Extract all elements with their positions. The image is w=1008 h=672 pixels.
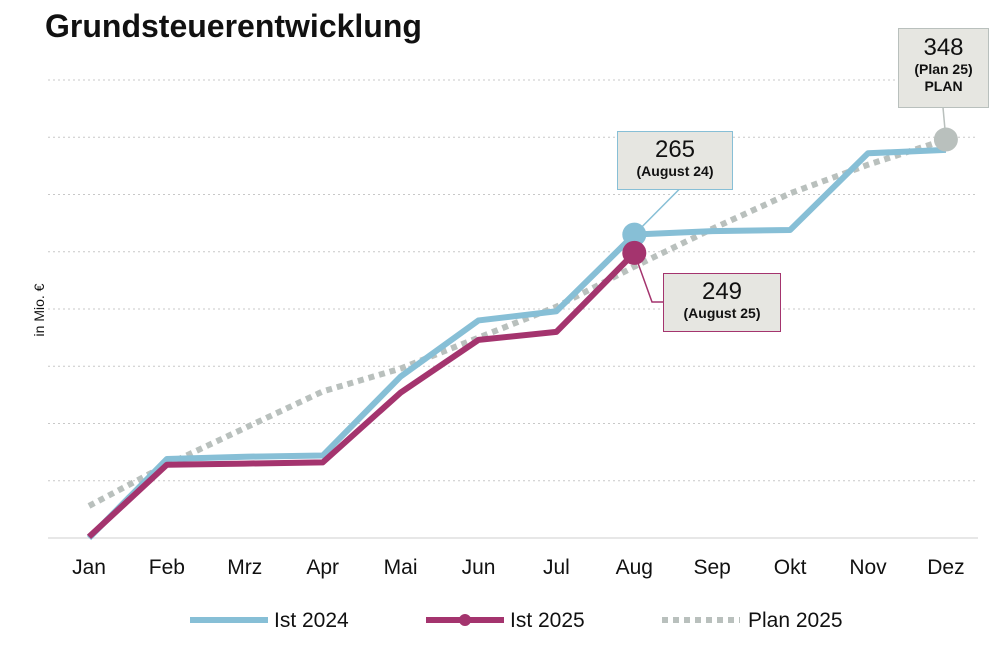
- x-tick-label: Mrz: [227, 556, 262, 579]
- x-tick-label: Jun: [462, 556, 496, 579]
- callout-value: 265: [654, 136, 696, 163]
- series-line-plan-2025: [87, 136, 947, 509]
- legend-label-plan-2025: Plan 2025: [748, 609, 843, 632]
- data-point-marker: [622, 240, 647, 265]
- x-tick-label: Sep: [694, 556, 731, 579]
- callout-label: (August 24): [636, 163, 714, 179]
- callout-label: (Plan 25): [914, 61, 973, 77]
- callout-label-2: PLAN: [924, 78, 963, 94]
- series-line-ist-2025: [86, 250, 637, 540]
- series-lines: [86, 136, 947, 541]
- x-tick-label: Nov: [849, 556, 887, 579]
- x-tick-label: Jul: [543, 556, 570, 579]
- data-point-marker: [933, 127, 958, 152]
- callout-value: 348: [923, 34, 964, 61]
- x-tick-label: Feb: [149, 556, 185, 579]
- data-point-marker: [622, 222, 647, 247]
- callout-connector: [633, 252, 663, 303]
- callout-ist-2024-aug: 265 (August 24): [617, 131, 733, 190]
- callout-value: 249: [701, 278, 743, 305]
- x-tick-label: Aug: [616, 556, 653, 579]
- callout-ist-2025-aug: 249 (August 25): [663, 273, 781, 332]
- y-axis-label: in Mio. €: [31, 283, 47, 336]
- series-line-ist-2024: [86, 146, 947, 541]
- gridlines: [48, 79, 978, 482]
- legend-item-plan-2025: Plan 2025: [662, 609, 843, 632]
- legend-item-ist-2025: Ist 2025: [426, 609, 585, 632]
- x-tick-label: Jan: [72, 556, 106, 579]
- legend: Ist 2024 Ist 2025 Plan 2025: [190, 609, 843, 632]
- x-tick-label: Mai: [384, 556, 418, 579]
- x-tick-label: Okt: [774, 556, 807, 579]
- callout-markers: [622, 127, 958, 265]
- callout-label: (August 25): [683, 305, 761, 321]
- callout-plan-2025-dez: 348 (Plan 25) PLAN: [898, 28, 989, 108]
- x-tick-label: Apr: [306, 556, 339, 579]
- legend-label-ist-2024: Ist 2024: [274, 609, 349, 632]
- x-tick-labels: Jan Feb Mrz Apr Mai Jun Jul Aug Sep Okt Nov Dez: [72, 556, 965, 579]
- x-tick-label: Dez: [927, 556, 964, 579]
- legend-item-ist-2024: Ist 2024: [190, 609, 349, 632]
- legend-label-ist-2025: Ist 2025: [510, 609, 585, 632]
- legend-marker-ist-2025: [459, 614, 471, 626]
- chart-title: Grundsteuerentwicklung: [45, 8, 422, 44]
